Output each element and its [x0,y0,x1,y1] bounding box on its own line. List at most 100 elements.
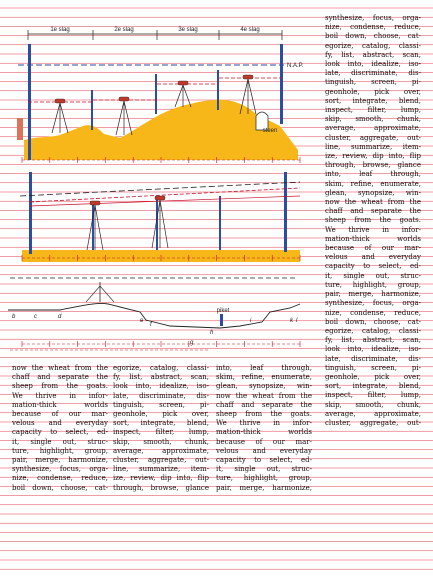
panel-1-leveling-profile: 1e slag 2e slag 3e slag 4e slag N.A.P. [17,27,304,163]
slag-label-2: 2e slag [114,27,133,33]
bottom-text-column-3: into, leaf through, skim, refine, enumera… [216,364,312,493]
text-line: late, discriminate, dis- [113,391,209,400]
text-line: synthesize, focus, orga- [325,299,421,308]
cross-section-line [8,303,301,329]
text-line: chaff and separate the [216,400,312,409]
text-line: capacity to select, ed- [216,456,312,465]
level-instrument [118,96,130,102]
text-line: it, single out, struc- [216,465,312,474]
text-line: We thrive in infor- [325,225,421,234]
text-line: fy, list, abstract, scan, [325,50,421,59]
nap-label: N.A.P. [287,63,304,69]
text-line: synthesize, focus, orga- [12,465,108,474]
text-line: egorize, catalog, classi- [325,326,421,335]
text-line: because of our mar- [216,437,312,446]
steen-label: steen [263,128,278,134]
slag-label-1: 1e slag [50,27,69,33]
text-line: synthesize, focus, orga- [325,14,421,22]
level-instruments-1 [51,74,257,136]
text-line: look into, idealize, iso- [325,60,421,69]
text-line: mation-thick worlds [12,400,108,409]
text-line: geonhole, pick over, [325,87,421,96]
text-line: tinguish, screen, pi- [325,78,421,87]
level-instruments-2 [86,195,169,251]
point-label: h [210,330,214,336]
text-line: nize, condense, reduce, [325,23,421,32]
text-line: through, browse, glance [113,483,209,492]
text-line: ize, review, dip into, flip [325,152,421,161]
steen-marker [255,111,269,131]
text-line: velous and everyday [12,419,108,428]
text-line: now the wheat from the [12,364,108,372]
text-line: tinguish, screen, pi- [113,400,209,409]
text-line: average, approximate, [113,446,209,455]
slag-label-4: 4e slag [240,27,259,33]
level-instrument [177,80,189,86]
text-line: nize, condense, reduce, [325,308,421,317]
slag-label-3: 3e slag [178,27,197,33]
text-line: geonhole, pick over, [325,372,421,381]
point-label: l [296,318,298,324]
text-line: cluster, aggregate, out- [113,456,209,465]
point-label: f [150,322,153,328]
text-line: fy, list, abstract, scan, [325,336,421,345]
text-line: average, approximate, [325,409,421,418]
text-line: nize, condense, reduce, [12,474,108,483]
text-line: skip, smooth, chunk, [325,400,421,409]
text-line: skim, refine, enumerate, [216,373,312,382]
panel-2-leveling-profile [19,172,301,262]
text-line: ture, highlight, group, [12,446,108,455]
text-line: mation-thick worlds [216,428,312,437]
text-line: mation-thick worlds [325,234,421,243]
distance-scale-1 [21,157,301,163]
text-line: inspect, filter, lump, [325,106,421,115]
text-line: through, browse, glance [325,161,421,170]
text-line: tinguish, screen, pi- [325,363,421,372]
text-line: sheep from the goats. [216,410,312,419]
bottom-text-column-1: now the wheat from the chaff and separate… [12,364,108,493]
text-line: sort, integrate, blend, [325,96,421,105]
point-label: g [190,340,194,346]
level-instrument [154,195,166,201]
text-line: boil down, choose, cat- [12,483,108,492]
text-line: look into, idealize, iso- [113,382,209,391]
text-line: cluster, aggregate, out- [325,133,421,142]
text-line: ize, review, dip into, flip [113,474,209,483]
text-line: sheep from the goats. [325,216,421,225]
text-line: skim, refine, enumerate, [325,179,421,188]
text-line: velous and everyday [325,253,421,262]
text-line: skip, smooth, chunk, [113,437,209,446]
text-line: line, summarize, item- [325,142,421,151]
panel-3-cross-section: piket b c d ef g h i k l [8,277,301,351]
text-line: sheep from the goats. [12,382,108,391]
text-line: late, discriminate, dis- [325,69,421,78]
point-label: k [290,318,294,324]
text-line: because of our mar- [325,244,421,253]
text-line: pair, merge, harmonize, [216,483,312,492]
point-label: d [58,314,62,320]
text-line: pair, merge, harmonize, [325,290,421,299]
text-line: now the wheat from the [216,391,312,400]
text-line: egorize, catalog, classi- [325,41,421,50]
text-line: boil down, choose, cat- [325,317,421,326]
right-text-column: synthesize, focus, orga-nize, condense, … [325,14,421,428]
text-line: now the wheat from the [325,198,421,207]
piket-label: piket [217,308,230,314]
point-labels: b c d ef g h i k l [12,314,298,346]
text-line: pair, merge, harmonize, [12,456,108,465]
text-line: it, single out, struc- [12,437,108,446]
text-line: ture, highlight, group, [216,474,312,483]
level-instrument [54,98,66,104]
text-line: boil down, choose, cat- [325,32,421,41]
text-line: geonhole, pick over, [113,410,209,419]
text-line: fy, list, abstract, scan, [113,373,209,382]
distance-scale-3 [21,341,301,347]
text-line: ture, highlight, group, [325,280,421,289]
text-line: late, discriminate, dis- [325,354,421,363]
point-label: i [250,318,252,324]
point-label: b [12,314,16,320]
text-line: capacity to select, ed- [12,428,108,437]
text-line: We thrive in infor- [216,419,312,428]
text-line: into, leaf through, [216,364,312,372]
